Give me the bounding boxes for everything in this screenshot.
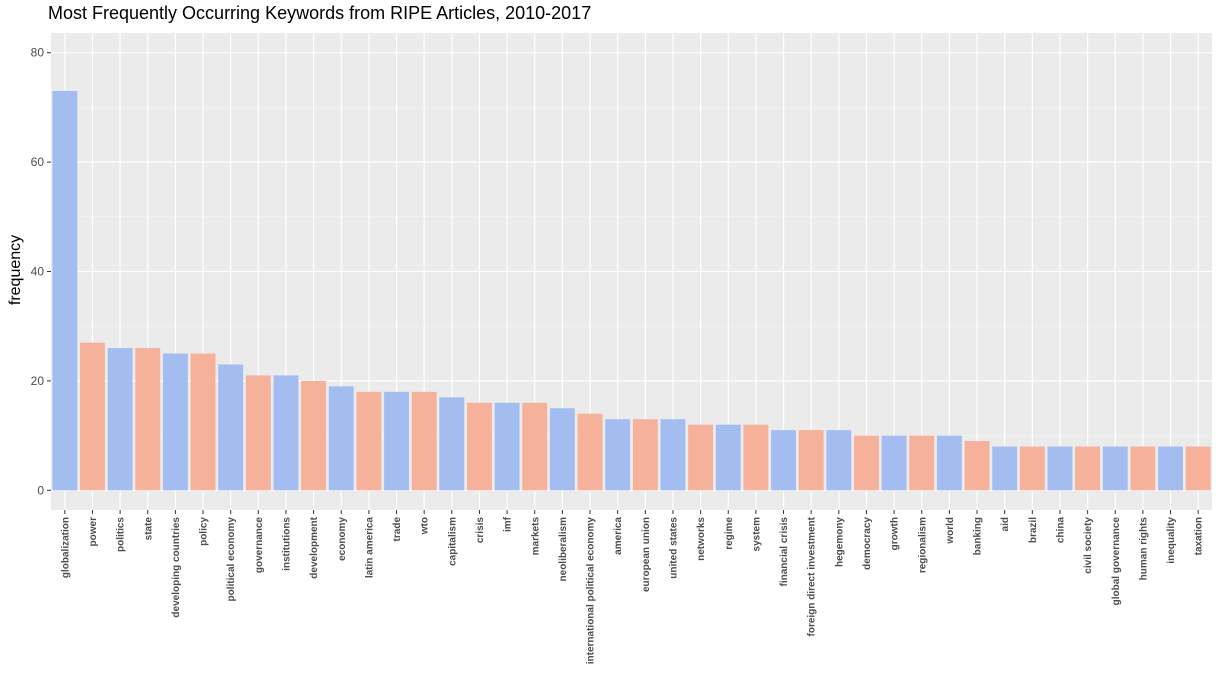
bar-networks (688, 424, 714, 491)
x-tick-label: state (143, 517, 154, 541)
bar-china (1047, 446, 1073, 491)
bar-international-political-economy (577, 413, 603, 491)
x-tick-label: democracy (862, 517, 873, 570)
bars (52, 90, 1211, 491)
x-tick-label: economy (337, 517, 348, 561)
x-tick-label: international political economy (586, 517, 597, 665)
bar-global-governance (1102, 446, 1128, 491)
bar-imf (494, 402, 520, 491)
x-tick-label: networks (696, 517, 707, 561)
chart-title: Most Frequently Occurring Keywords from … (48, 3, 592, 23)
x-tick-label: institutions (281, 517, 292, 571)
y-tick-label: 60 (31, 155, 45, 169)
bar-taxation (1185, 446, 1211, 491)
x-tick-label: latin america (364, 517, 375, 579)
x-tick-label: power (88, 517, 99, 547)
y-axis-label: frequency (7, 235, 24, 305)
bar-capitalism (439, 397, 465, 491)
x-tick-label: politics (116, 517, 127, 552)
x-tick-label: system (751, 517, 762, 552)
bar-institutions (273, 375, 299, 491)
bar-regionalism (909, 435, 935, 491)
bar-united-states (660, 419, 686, 491)
bar-trade (384, 391, 409, 491)
x-tick-label: banking (973, 517, 984, 555)
x-tick-label: imf (503, 516, 514, 532)
bar-banking (964, 441, 990, 491)
bar-america (605, 419, 631, 491)
x-tick-label: capitalism (447, 517, 458, 566)
bar-inequality (1158, 446, 1183, 491)
x-tick-label: world (945, 517, 956, 545)
bar-latin-america (356, 391, 382, 491)
x-tick-label: aid (1000, 517, 1011, 531)
x-tick-label: civil society (1083, 517, 1094, 574)
bar-system (743, 424, 769, 491)
bar-policy (190, 353, 216, 491)
bar-markets (522, 402, 548, 491)
x-tick-label: growth (890, 517, 901, 550)
bar-economy (328, 386, 354, 491)
bar-european-union (632, 419, 658, 491)
x-tick-label: taxation (1194, 517, 1205, 555)
x-tick-label: foreign direct investment (807, 516, 818, 636)
bar-growth (881, 435, 907, 491)
x-tick-label: policy (199, 517, 210, 546)
bar-aid (992, 446, 1018, 491)
bar-regime (715, 424, 741, 491)
x-tick-label: regionalism (917, 517, 928, 573)
x-tick-label: hegemony (834, 517, 845, 567)
bar-brazil (1019, 446, 1045, 491)
x-tick-label: china (1055, 517, 1066, 544)
bar-human-rights (1130, 446, 1156, 491)
y-tick-label: 0 (37, 483, 44, 497)
y-axis-ticks: 0 20 40 60 80 (31, 46, 51, 497)
bar-governance (245, 375, 271, 491)
bar-power (80, 342, 105, 491)
bar-state (135, 348, 161, 491)
bar-civil-society (1075, 446, 1101, 491)
y-tick-label: 40 (31, 265, 45, 279)
x-tick-label: governance (254, 517, 265, 574)
x-axis-ticks: globalization power politics state developin… (60, 510, 1205, 665)
y-tick-label: 80 (31, 46, 45, 60)
bar-development (301, 380, 327, 491)
bar-politics (107, 348, 133, 491)
x-tick-label: global governance (1111, 517, 1122, 606)
x-tick-label: wto (420, 517, 431, 535)
x-tick-label: america (613, 517, 624, 555)
y-tick-label: 20 (31, 374, 45, 388)
bar-financial-crisis (771, 430, 796, 491)
x-tick-label: brazil (1028, 517, 1039, 543)
x-tick-label: developing countries (171, 517, 182, 618)
x-tick-label: regime (724, 517, 735, 550)
bar-developing-countries (162, 353, 188, 491)
x-tick-label: markets (530, 517, 541, 556)
bar-hegemony (826, 430, 852, 491)
x-tick-label: inequality (1166, 517, 1177, 564)
bar-globalization (52, 90, 78, 491)
x-tick-label: united states (668, 517, 679, 579)
bar-wto (411, 391, 437, 491)
x-tick-label: human rights (1138, 517, 1149, 581)
x-tick-label: crisis (475, 517, 486, 544)
bar-foreign-direct-investment (798, 430, 824, 491)
x-tick-label: european union (641, 517, 652, 592)
x-tick-label: trade (392, 517, 403, 542)
bar-world (936, 435, 962, 491)
bar-democracy (854, 435, 879, 491)
bar-political-economy (218, 364, 244, 491)
bar-crisis (467, 402, 492, 491)
x-tick-label: neoliberalism (558, 517, 569, 582)
x-tick-label: financial crisis (779, 517, 790, 587)
bar-neoliberalism (549, 408, 575, 491)
x-tick-label: political economy (226, 517, 237, 602)
x-tick-label: globalization (60, 517, 71, 578)
x-tick-label: development (309, 516, 320, 578)
